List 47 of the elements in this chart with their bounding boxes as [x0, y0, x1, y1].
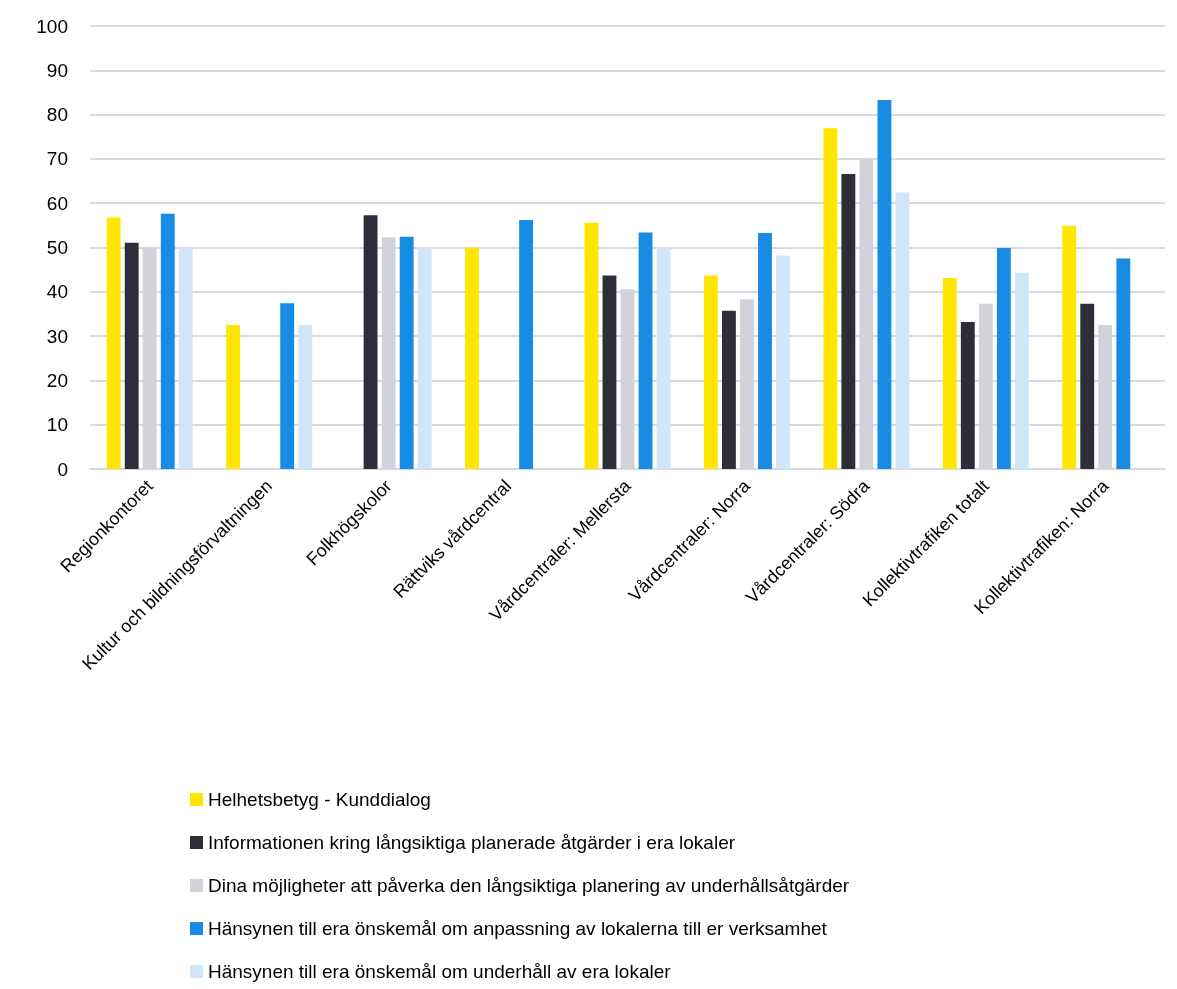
- bar: [776, 255, 790, 469]
- bar: [584, 222, 599, 469]
- bar: [602, 275, 617, 469]
- bar: [721, 310, 736, 469]
- bar: [1062, 225, 1077, 469]
- y-tick-label: 30: [46, 325, 68, 347]
- bar: [1116, 258, 1131, 469]
- bar: [656, 247, 671, 469]
- bar: [399, 236, 414, 469]
- bar: [703, 275, 718, 469]
- bar: [226, 325, 241, 469]
- legend-label: Hänsynen till era önskemål om anpassning av lokalerna till er verksamhet: [208, 918, 828, 939]
- y-tick-label: 100: [36, 15, 68, 37]
- legend-label: Helhetsbetyg - Kunddialog: [208, 789, 431, 810]
- bar: [960, 321, 975, 469]
- bar: [1014, 272, 1029, 469]
- y-tick-label: 60: [46, 192, 68, 214]
- legend-label: Dina möjligheter att påverka den långsiktiga planering av underhållsåtgärder: [208, 875, 850, 896]
- bar: [877, 99, 892, 469]
- bar: [638, 232, 653, 469]
- bar: [298, 325, 313, 469]
- legend-label: Informationen kring långsiktiga planerade åtgärder i era lokaler: [208, 832, 736, 853]
- bar: [178, 247, 193, 469]
- bar: [363, 215, 378, 469]
- y-tick-label: 90: [46, 59, 68, 81]
- y-tick-label: 0: [57, 458, 68, 480]
- legend-label: Hänsynen till era önskemål om underhåll av era lokaler: [208, 961, 672, 982]
- y-tick-label: 50: [46, 237, 68, 258]
- y-tick-label: 80: [46, 104, 68, 126]
- bar: [823, 128, 838, 469]
- bar: [106, 217, 121, 469]
- bar: [841, 173, 856, 469]
- bar: [519, 220, 534, 469]
- y-tick-label: 40: [46, 281, 68, 303]
- bar: [1080, 303, 1095, 469]
- bar: [417, 247, 432, 469]
- bar: [942, 278, 957, 469]
- bar: [124, 242, 139, 469]
- y-tick-label: 70: [46, 148, 68, 170]
- y-tick-label: 20: [46, 369, 68, 391]
- bar: [465, 247, 479, 469]
- bar: [160, 213, 175, 469]
- bar: [758, 232, 772, 469]
- y-tick-label: 10: [46, 414, 68, 436]
- bar: [280, 303, 295, 469]
- bar: [996, 247, 1011, 469]
- bar: [895, 192, 910, 469]
